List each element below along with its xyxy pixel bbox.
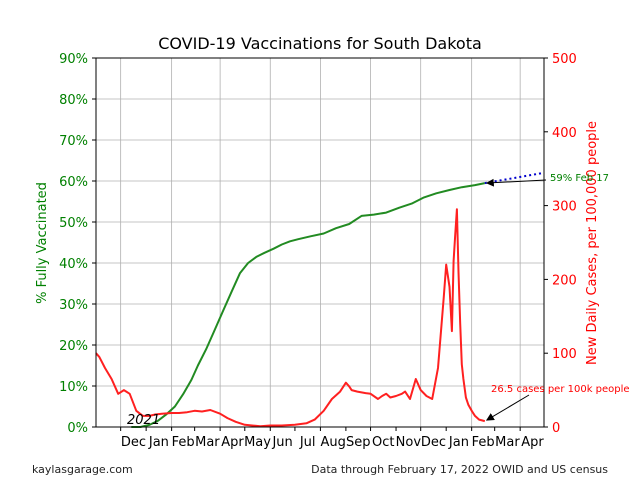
y-tick-label-right: 400 <box>552 126 577 141</box>
y-tick-label-left: 50% <box>59 216 88 231</box>
annotation-vaccinated: 59% Feb 17 <box>550 173 609 184</box>
y-tick-label-left: 40% <box>59 257 88 272</box>
y-tick-label-left: 70% <box>59 134 88 149</box>
x-tick-label: Jan <box>148 435 169 450</box>
cases-line <box>95 208 486 428</box>
y-tick-label-right: 300 <box>552 200 577 215</box>
x-tick-label: Jul <box>299 435 316 450</box>
vaccinated-projection-line <box>484 171 545 185</box>
x-tick-label: Mar <box>195 435 220 450</box>
annotation-arrow-vaccinated <box>485 178 547 187</box>
footer-data-note: Data through February 17, 2022 OWID and … <box>311 463 608 476</box>
annotation-cases: 26.5 cases per 100k people <box>491 384 630 395</box>
y-tick-label-right: 200 <box>552 273 577 288</box>
y-tick-label-left: 90% <box>59 52 88 67</box>
x-tick-label: Apr <box>521 435 544 450</box>
year-label: 2021 <box>127 413 160 428</box>
annotations-group: 59% Feb 17 26.5 cases per 100k people <box>485 173 630 421</box>
ticks-group: 0% 10% 20% 30% 40% 50% 60% 70% 80% 90% 0 100 200 300 4… <box>59 52 577 450</box>
series-group <box>95 171 545 428</box>
x-tick-label: May <box>244 435 271 450</box>
y-tick-label-right: 500 <box>552 52 577 67</box>
footer-source: kaylasgarage.com <box>32 463 133 476</box>
vaccinated-line <box>131 182 485 428</box>
annotation-arrow-cases <box>485 394 530 421</box>
y-tick-label-left: 80% <box>59 93 88 108</box>
x-tick-label: Oct <box>372 435 394 450</box>
x-tick-label: Jan <box>448 435 469 450</box>
y-tick-label-left: 10% <box>59 380 88 395</box>
y-tick-label-left: 0% <box>67 421 88 436</box>
y-tick-label-right: 100 <box>552 347 577 362</box>
x-tick-label: Feb <box>472 435 495 450</box>
chart-title: COVID-19 Vaccinations for South Dakota <box>158 34 482 53</box>
grid <box>96 57 544 428</box>
plot-frame <box>95 57 545 428</box>
x-tick-label: Apr <box>221 435 244 450</box>
y-tick-label-left: 60% <box>59 175 88 190</box>
x-tick-label: Dec <box>421 435 446 450</box>
y-tick-label-left: 20% <box>59 339 88 354</box>
x-tick-label: Feb <box>172 435 195 450</box>
x-tick-label: Nov <box>396 435 422 450</box>
y-tick-label-left: 30% <box>59 298 88 313</box>
x-tick-label: Aug <box>320 435 345 450</box>
x-tick-label: Jun <box>271 435 292 450</box>
y-tick-label-right: 0 <box>552 421 560 436</box>
x-tick-label: Dec <box>121 435 146 450</box>
x-tick-label: Mar <box>495 435 520 450</box>
y-axis-label-left: % Fully Vaccinated <box>35 182 50 304</box>
x-tick-label: Sep <box>346 435 371 450</box>
y-axis-label-right: New Daily Cases, per 100,000 people <box>585 121 600 365</box>
